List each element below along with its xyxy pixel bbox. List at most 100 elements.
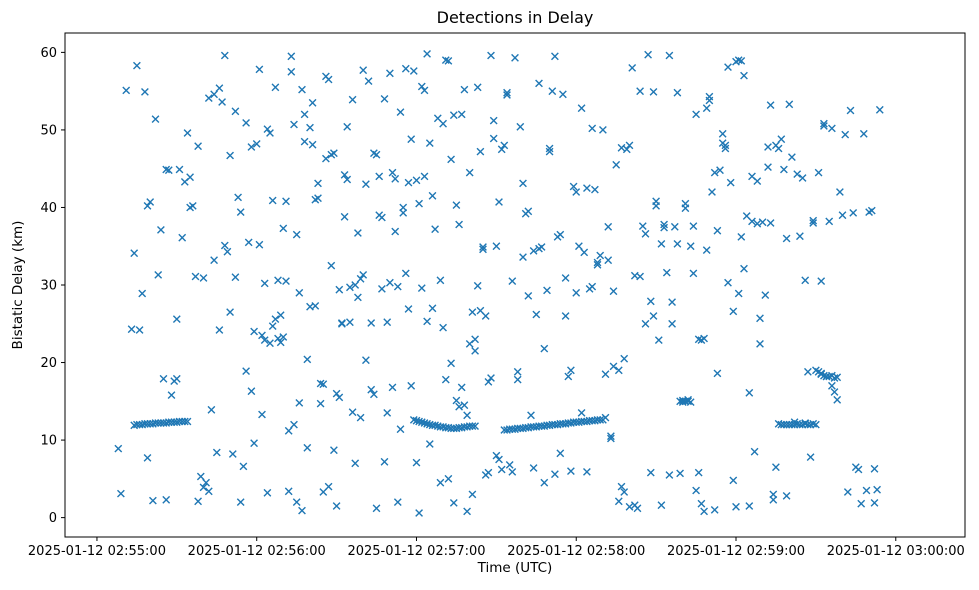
scatter-point [756, 340, 764, 348]
scatter-point [583, 468, 591, 476]
scatter-point [444, 474, 453, 483]
scatter-point [519, 253, 527, 261]
scatter-point [537, 243, 546, 251]
scatter-point [740, 71, 748, 80]
scatter-point [465, 168, 474, 177]
scatter-point [873, 485, 881, 494]
scatter-point [745, 388, 754, 397]
scatter-point [247, 387, 256, 396]
scatter-point [556, 449, 565, 458]
scatter-point [420, 172, 429, 181]
scatter-point [415, 509, 423, 517]
scatter-point [255, 240, 264, 249]
scatter-point [463, 507, 471, 516]
scatter-point [607, 434, 615, 443]
scatter-point [596, 251, 605, 260]
scatter-point [452, 201, 461, 209]
scatter-point [497, 465, 506, 474]
scatter-point [676, 469, 684, 478]
scatter-point [577, 409, 586, 417]
scatter-point [162, 165, 171, 174]
scatter-point [516, 122, 525, 131]
scatter-point [279, 333, 288, 341]
scatter-point [151, 115, 160, 123]
scatter-point [814, 168, 823, 177]
scatter-point [782, 492, 791, 500]
scatter-point [386, 278, 394, 287]
scatter-point [708, 188, 716, 196]
scatter-point [609, 287, 618, 296]
scatter-point [809, 216, 818, 225]
scatter-point [218, 98, 226, 106]
scatter-point [774, 144, 783, 153]
scatter-point [777, 420, 786, 429]
scatter-point [766, 219, 775, 227]
scatter-point [204, 94, 213, 102]
scatter-point [535, 79, 543, 88]
scatter-point [457, 383, 466, 392]
scatter-point [697, 499, 706, 508]
scatter-point [838, 211, 847, 220]
scatter-point [372, 150, 381, 159]
scatter-point [777, 135, 786, 144]
scatter-point [367, 385, 376, 394]
scatter-point [668, 319, 676, 328]
scatter-point [798, 174, 807, 182]
x-tick-label: 2025-01-12 02:56:00 [188, 544, 326, 559]
scatter-point [511, 53, 519, 62]
scatter-point [252, 140, 261, 148]
scatter-point [183, 129, 192, 137]
scatter-point [258, 331, 266, 340]
scatter-point [790, 418, 799, 427]
scatter-point [183, 417, 192, 426]
scatter-point [471, 335, 479, 344]
scatter-point [375, 172, 384, 181]
scatter-point [236, 208, 245, 216]
scatter-point [383, 409, 392, 417]
scatter-point [633, 504, 642, 513]
scatter-point [636, 87, 644, 96]
scatter-point [846, 106, 855, 115]
scatter-point [417, 418, 426, 427]
scatter-point [607, 432, 615, 441]
scatter-point [686, 242, 695, 251]
x-tick-label: 2025-01-12 02:57:00 [347, 544, 485, 559]
scatter-point [801, 276, 810, 285]
scatter-point [636, 272, 644, 281]
x-tick-label: 2025-01-12 03:00:00 [827, 544, 965, 559]
scatter-point [247, 143, 256, 151]
scatter-point [194, 497, 202, 506]
scatter-point [567, 467, 575, 475]
scatter-point [316, 399, 325, 408]
scatter-point [244, 238, 253, 247]
scatter-point [441, 56, 450, 64]
scatter-point [788, 153, 796, 161]
scatter-point [423, 419, 431, 428]
scatter-point [812, 420, 820, 429]
scatter-point [199, 483, 208, 492]
scatter-point [311, 302, 320, 310]
scatter-point [393, 498, 402, 506]
scatter-point [756, 314, 764, 323]
scatter-point [724, 278, 732, 287]
scatter-point [577, 104, 586, 113]
scatter-point [503, 88, 511, 97]
scatter-point [460, 85, 469, 94]
scatter-point [649, 312, 658, 320]
scatter-point [362, 180, 370, 189]
scatter-point [449, 499, 458, 507]
scatter-point [673, 240, 682, 248]
y-tick-label: 20 [40, 356, 57, 371]
scatter-point [447, 155, 455, 164]
scatter-point [487, 374, 495, 382]
scatter-point [431, 225, 439, 234]
scatter-point [372, 504, 381, 513]
scatter-point [308, 98, 317, 107]
x-tick-label: 2025-01-12 02:55:00 [28, 544, 166, 559]
scatter-point [857, 499, 866, 508]
scatter-point [370, 390, 378, 399]
scatter-point [804, 367, 812, 376]
scatter-point [314, 194, 322, 203]
scatter-point [561, 312, 570, 320]
